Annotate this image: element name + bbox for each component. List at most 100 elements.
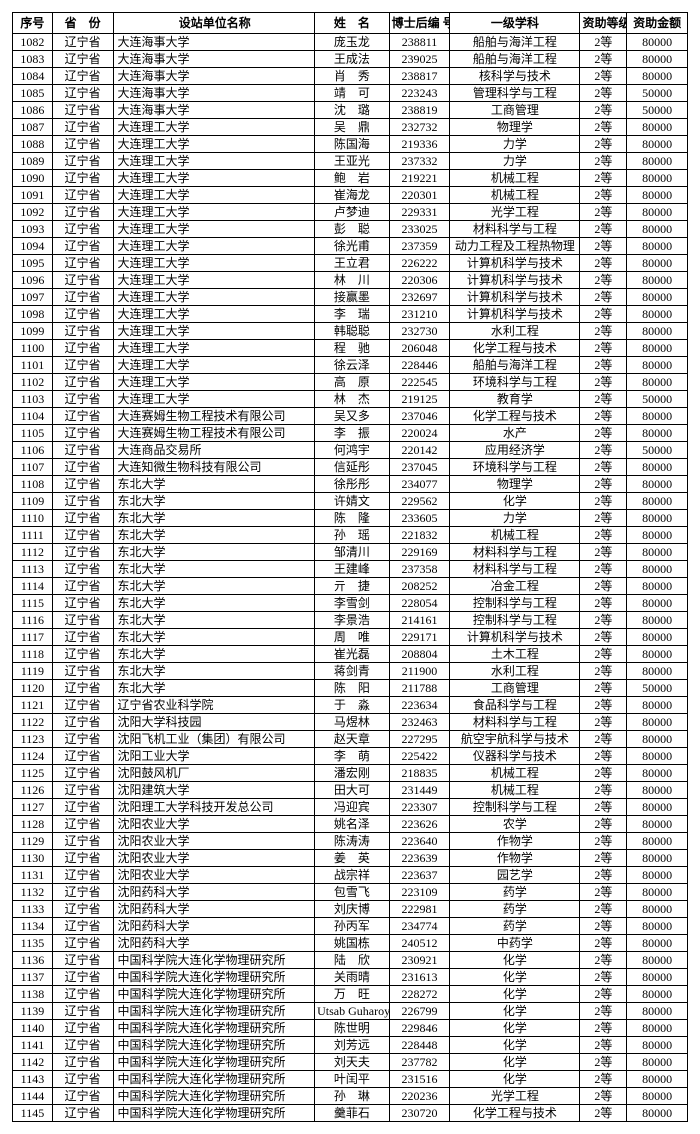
cell-postdoc-id: 237045 [389,459,450,476]
cell-postdoc-id: 223626 [389,816,450,833]
cell-level: 2等 [580,1020,627,1037]
cell-discipline: 材料科学与工程 [450,544,580,561]
cell-postdoc-id: 237359 [389,238,450,255]
cell-level: 2等 [580,799,627,816]
table-row: 1096辽宁省大连理工大学林 川220306计算机科学与技术2等80000 [13,272,688,289]
cell-level: 2等 [580,306,627,323]
table-row: 1139辽宁省中国科学院大连化学物理研究所Utsab Guharoy226799… [13,1003,688,1020]
cell-postdoc-id: 226799 [389,1003,450,1020]
cell-postdoc-id: 230720 [389,1105,450,1122]
cell-institution: 东北大学 [113,646,315,663]
cell-province: 辽宁省 [52,935,113,952]
cell-amount: 80000 [627,1088,688,1105]
cell-postdoc-id: 220236 [389,1088,450,1105]
cell-level: 2等 [580,867,627,884]
cell-institution: 东北大学 [113,527,315,544]
cell-level: 2等 [580,255,627,272]
cell-seq: 1129 [13,833,53,850]
cell-name: 吴又多 [315,408,390,425]
cell-institution: 大连理工大学 [113,170,315,187]
cell-amount: 80000 [627,867,688,884]
cell-institution: 大连理工大学 [113,221,315,238]
cell-seq: 1104 [13,408,53,425]
cell-institution: 中国科学院大连化学物理研究所 [113,1003,315,1020]
cell-discipline: 化学 [450,1054,580,1071]
cell-level: 2等 [580,51,627,68]
cell-postdoc-id: 220142 [389,442,450,459]
cell-institution: 中国科学院大连化学物理研究所 [113,969,315,986]
cell-discipline: 化学 [450,1037,580,1054]
cell-postdoc-id: 231210 [389,306,450,323]
cell-institution: 东北大学 [113,561,315,578]
cell-institution: 东北大学 [113,663,315,680]
cell-postdoc-id: 230921 [389,952,450,969]
table-row: 1103辽宁省大连理工大学林 杰219125教育学2等50000 [13,391,688,408]
cell-province: 辽宁省 [52,697,113,714]
cell-institution: 中国科学院大连化学物理研究所 [113,952,315,969]
table-row: 1127辽宁省沈阳理工大学科技开发总公司冯迎宾223307控制科学与工程2等80… [13,799,688,816]
cell-discipline: 化学 [450,986,580,1003]
cell-amount: 80000 [627,1054,688,1071]
table-row: 1135辽宁省沈阳药科大学姚国栋240512中药学2等80000 [13,935,688,952]
cell-seq: 1113 [13,561,53,578]
cell-province: 辽宁省 [52,1037,113,1054]
cell-institution: 东北大学 [113,493,315,510]
cell-province: 辽宁省 [52,748,113,765]
cell-seq: 1091 [13,187,53,204]
cell-seq: 1118 [13,646,53,663]
cell-province: 辽宁省 [52,187,113,204]
cell-seq: 1086 [13,102,53,119]
cell-level: 2等 [580,850,627,867]
cell-level: 2等 [580,85,627,102]
table-row: 1099辽宁省大连理工大学韩聪聪232730水利工程2等80000 [13,323,688,340]
cell-level: 2等 [580,170,627,187]
cell-postdoc-id: 229331 [389,204,450,221]
cell-postdoc-id: 220024 [389,425,450,442]
cell-postdoc-id: 219336 [389,136,450,153]
cell-province: 辽宁省 [52,663,113,680]
cell-institution: 沈阳飞机工业（集团）有限公司 [113,731,315,748]
cell-seq: 1093 [13,221,53,238]
cell-seq: 1107 [13,459,53,476]
table-row: 1098辽宁省大连理工大学李 瑞231210计算机科学与技术2等80000 [13,306,688,323]
cell-amount: 80000 [627,119,688,136]
cell-level: 2等 [580,102,627,119]
cell-name: 李 萌 [315,748,390,765]
cell-seq: 1101 [13,357,53,374]
cell-discipline: 水利工程 [450,663,580,680]
cell-level: 2等 [580,612,627,629]
header-province: 省 份 [52,13,113,34]
cell-level: 2等 [580,340,627,357]
cell-postdoc-id: 223634 [389,697,450,714]
cell-name: 吴 鼎 [315,119,390,136]
cell-level: 2等 [580,901,627,918]
cell-name: 羹菲石 [315,1105,390,1122]
cell-amount: 80000 [627,646,688,663]
cell-amount: 80000 [627,714,688,731]
cell-province: 辽宁省 [52,1088,113,1105]
cell-province: 辽宁省 [52,1003,113,1020]
cell-discipline: 食品科学与工程 [450,697,580,714]
cell-seq: 1145 [13,1105,53,1122]
cell-level: 2等 [580,527,627,544]
header-name: 姓 名 [315,13,390,34]
cell-discipline: 应用经济学 [450,442,580,459]
cell-name: 万 旺 [315,986,390,1003]
table-row: 1144辽宁省中国科学院大连化学物理研究所孙 琳220236光学工程2等8000… [13,1088,688,1105]
cell-institution: 沈阳工业大学 [113,748,315,765]
cell-discipline: 力学 [450,136,580,153]
cell-seq: 1100 [13,340,53,357]
cell-discipline: 物理学 [450,476,580,493]
cell-institution: 大连理工大学 [113,340,315,357]
table-row: 1124辽宁省沈阳工业大学李 萌225422仪器科学与技术2等80000 [13,748,688,765]
header-discipline: 一级学科 [450,13,580,34]
cell-postdoc-id: 223109 [389,884,450,901]
cell-postdoc-id: 240512 [389,935,450,952]
table-row: 1120辽宁省东北大学陈 阳211788工商管理2等50000 [13,680,688,697]
cell-institution: 沈阳大学科技园 [113,714,315,731]
cell-institution: 中国科学院大连化学物理研究所 [113,1020,315,1037]
cell-province: 辽宁省 [52,323,113,340]
cell-postdoc-id: 232732 [389,119,450,136]
cell-province: 辽宁省 [52,833,113,850]
cell-province: 辽宁省 [52,901,113,918]
